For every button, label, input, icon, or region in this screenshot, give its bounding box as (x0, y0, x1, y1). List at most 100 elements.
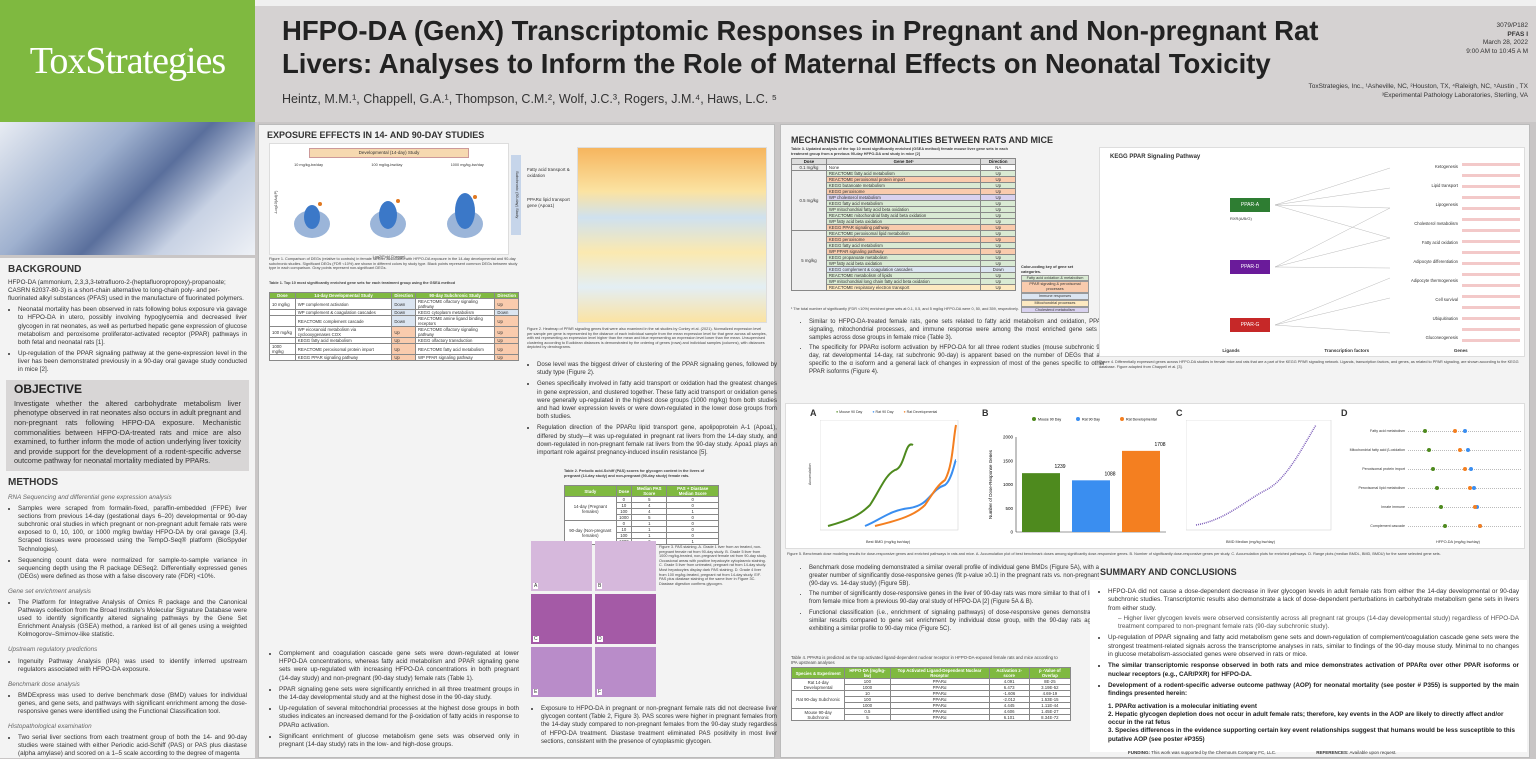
bar (1022, 473, 1060, 532)
range-point (1423, 429, 1427, 433)
pas-stain-image: D (595, 594, 656, 644)
kegg-title: KEGG PPAR Signaling Pathway (1110, 154, 1201, 160)
panel-label: E (533, 689, 539, 695)
kegg-output-label: Ubiquitination (1432, 316, 1458, 321)
range-point (1463, 467, 1467, 471)
panel-label-b: B (982, 408, 989, 418)
fig1-xlabel: Log2(Fold Change) (372, 254, 406, 259)
range-point (1475, 505, 1479, 509)
figure-4-kegg-ppar-pathway: KEGG PPAR Signaling Pathway PPAR-A PPAR-… (1099, 147, 1525, 357)
methods-subheading: RNA Sequencing and differential gene exp… (8, 493, 172, 501)
table-header: Dose (615, 485, 633, 497)
range-marks (1408, 486, 1521, 490)
range-point (1463, 429, 1467, 433)
gene-set-color-key: Color-coding key of gene set categories.… (1021, 265, 1089, 314)
range-category: Mitochondrial fatty acid β-oxidation (1349, 448, 1405, 453)
range-category: Complement cascade (1370, 524, 1405, 529)
funding: FUNDING: This work was supported by the … (1128, 749, 1276, 757)
list-item: Dose level was the biggest driver of clu… (537, 361, 777, 377)
range-point (1472, 486, 1476, 490)
range-point (1468, 486, 1472, 490)
color-key-item: PPAR signaling & peroxisomal processes (1021, 281, 1089, 293)
table-cell: WP complement activation (294, 298, 393, 310)
table-cell: Up (494, 326, 519, 338)
list-item: Up-regulation of the PPAR signaling path… (18, 350, 247, 374)
table-cell: REACTOME olfactory signaling pathway (414, 326, 496, 338)
poster-header (0, 0, 1536, 122)
table-header: HFPO-DA (mg/kg-bw) (844, 667, 891, 679)
fig5c-accumulation-plot (1186, 420, 1332, 531)
y-tick-label: 1500 (1003, 458, 1014, 463)
methods-heading: METHODS (8, 476, 58, 488)
table-cell (269, 315, 296, 327)
list-item: Up-regulation of PPAR signaling and fatt… (1108, 634, 1519, 659)
exposure-findings: Complement and coagulation cascade gene … (269, 650, 519, 753)
ppar-a-node: PPAR-A (1230, 198, 1270, 212)
table-1: Dose 14-day Developmental Study Direction 9… (269, 292, 519, 361)
background-intro: HFPO-DA (ammonium, 2,3,3,3-tetrafluoro-2… (8, 279, 244, 303)
legend-ligands: Ligands (1222, 348, 1240, 353)
bar-value-label: 1708 (1154, 442, 1165, 448)
table-cell: REACTOME fatty acid metabolism (414, 343, 496, 355)
y-tick-label: 500 (1005, 506, 1013, 511)
methods-list: Ingenuity Pathway Analysis (IPA) was use… (18, 658, 247, 674)
fig5b-bar-chart: 0 500 1000 1500 2000 Number of Dose-Response … (988, 417, 1166, 535)
range-point (1453, 429, 1457, 433)
funding-label: FUNDING: (1128, 750, 1150, 756)
background-heading: BACKGROUND (8, 264, 82, 275)
range-row: Innate immune (1346, 498, 1521, 517)
table-row: 5 PPARα 6.101 8.34E-72 (792, 714, 1072, 721)
color-key-item: Mitochondrial processes (1021, 299, 1089, 307)
legend-label: Rat Developmental (1126, 418, 1157, 422)
list-item: Similar to HFPO-DA-treated female rats, … (809, 319, 1105, 342)
table-cell: PPARα (889, 714, 990, 721)
pas-stain-image: E (531, 647, 592, 697)
list-item: Genes specifically involved in fatty aci… (537, 380, 777, 421)
range-category: Innate immune (1381, 505, 1405, 510)
kegg-output-label: Cholesterol metabolism (1414, 221, 1458, 226)
color-key-title: Color-coding key of gene set categories. (1021, 265, 1074, 274)
legend-marker (1076, 417, 1080, 421)
summary-point: HFPO-DA did not cause a dose-dependent d… (1108, 588, 1519, 612)
table-2-caption: Table 2. Periodic acid-Schiff (PAS) scor… (564, 469, 705, 478)
volcano-plot (294, 202, 330, 239)
list-item: Benchmark dose modeling demonstrated a s… (809, 565, 1099, 588)
table-cell: WP eicosanoid metabolism via cyclooxygen… (294, 326, 393, 338)
left-column: BACKGROUND HFPO-DA (ammonium, 2,3,3,3-te… (0, 258, 255, 758)
table-cell: Up (494, 354, 519, 361)
range-point (1458, 448, 1462, 452)
table-cell: Up (494, 315, 519, 327)
range-point (1466, 448, 1470, 452)
kegg-outputs: Ketogenesis Lipid transport Lipogenesis Cho… (1398, 158, 1458, 348)
poster-number: 3079/P182 (1496, 22, 1528, 29)
range-row: Complement cascade (1346, 517, 1521, 536)
pathway-curve (1195, 424, 1317, 526)
list-item: The similar transcriptomic response obse… (1108, 662, 1519, 679)
kegg-output-label: Cell survival (1435, 297, 1458, 302)
table-cell: 5 (844, 714, 891, 721)
fig5d-range-plot: Fatty acid metabolism Mitochondrial fatty… (1346, 422, 1521, 536)
pas-stain-image: A (531, 541, 592, 591)
table-cell: 1000 mg/kg (269, 343, 296, 355)
species-cell: Rat 14-day Developmental (790, 678, 846, 691)
exposure-effects-panel: EXPOSURE EFFECTS IN 14- AND 90-DAY STUDI… (258, 124, 777, 758)
list-item: Significant enrichment of glucose metabo… (279, 733, 519, 749)
summary-subpoint: – Higher liver glycogen levels were obse… (1118, 614, 1519, 631)
range-category: Peroxisomal protein import (1362, 467, 1405, 472)
table-row: 5 mg/kg REACTOME peroxisomal lipid metabo… (791, 230, 1016, 291)
legend-genes: Genes (1453, 348, 1468, 353)
methods-list: Samples were scraped from formalin-fixed… (18, 505, 247, 581)
table-header: Direction (494, 292, 519, 299)
ppar-g-node: PPAR-G (1230, 318, 1270, 332)
kegg-output-label: Lipogenesis (1435, 202, 1458, 207)
fig2-annotations: Fatty acid transport & oxidation PPARα l… (527, 167, 572, 209)
methods-subheading: Gene set enrichment analysis (8, 587, 91, 595)
fig3-findings: Exposure to HFPO-DA in pregnant or non-p… (541, 705, 777, 749)
summary-heading: SUMMARY AND CONCLUSIONS (1100, 567, 1237, 577)
legend-marker (1120, 417, 1124, 421)
table-3: Dose Gene Set¹ Direction 0.1 mg/kg None NA 0.5… (791, 158, 1016, 291)
bar-value-label: 1088 (1104, 471, 1115, 477)
ppar-d-node: PPAR-D (1230, 260, 1270, 274)
lab-photo (0, 122, 255, 255)
kegg-output-label: Fatty acid oxidation (1421, 240, 1458, 245)
